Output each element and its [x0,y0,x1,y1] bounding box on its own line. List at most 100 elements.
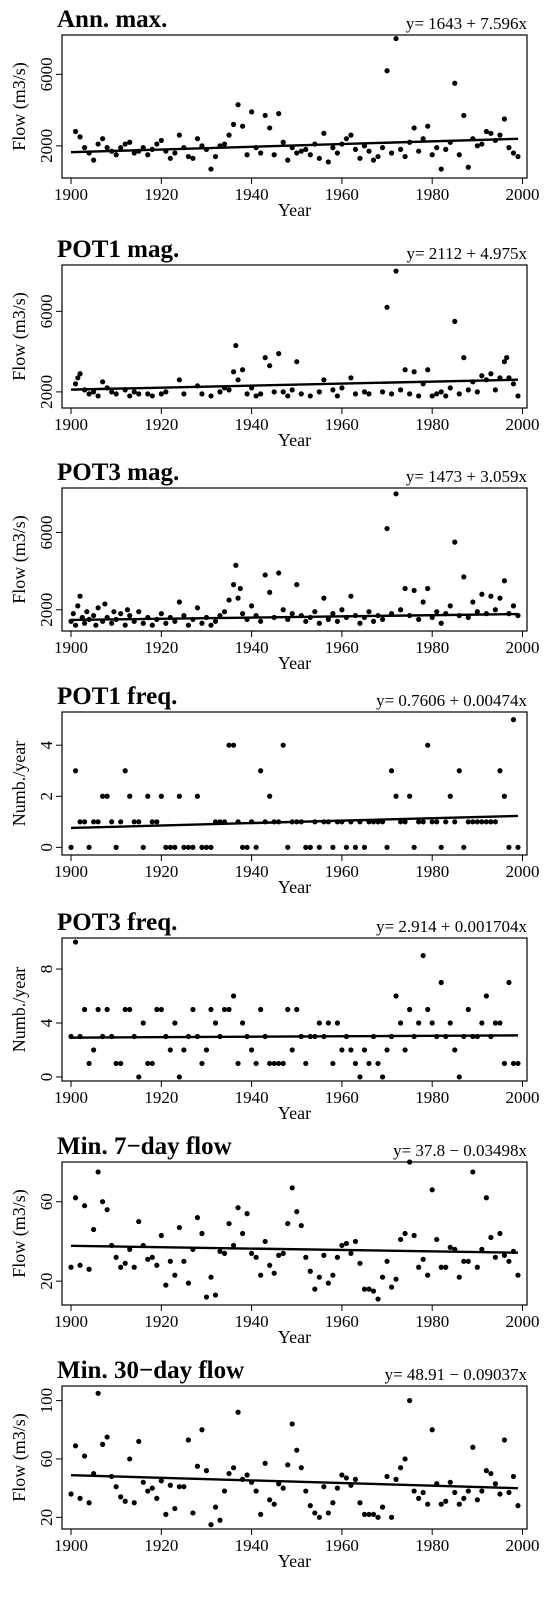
data-point [388,150,395,156]
data-point [334,1254,340,1260]
data-point [370,618,377,624]
data-point [407,1159,413,1165]
data-point [91,157,97,163]
data-point [361,1047,368,1053]
data-point [81,620,88,626]
chart-panel: POT3 freq. y= 2.914 + 0.001704x 1900 1920 19… [0,903,559,1133]
data-point [289,1047,295,1053]
plot-frame [61,711,528,856]
data-point [429,1427,435,1433]
x-tick-label: 1920 [144,862,178,881]
plot-frame [61,487,528,632]
data-point [348,375,354,381]
y-axis-label: Flow (m3/s) [9,515,30,604]
data-point [321,130,327,136]
data-point [84,609,90,615]
x-tick-label: 1960 [325,1088,359,1107]
data-point [402,1456,408,1462]
y-axis-label: Flow (m3/s) [9,1413,30,1502]
data-point [416,393,422,399]
data-point [357,155,363,161]
data-point [276,111,282,117]
x-tick-label: 1940 [235,1088,269,1107]
data-point [452,539,458,545]
data-point [176,132,182,138]
data-point [86,844,92,850]
data-point [235,102,241,108]
data-point [122,1006,128,1013]
data-point [294,1209,300,1215]
data-point [276,351,282,357]
data-point [208,1274,214,1280]
data-point [402,585,408,592]
data-point [388,1514,395,1520]
data-point [425,367,431,373]
data-point [271,1501,277,1507]
data-point [370,157,377,163]
data-point [312,609,318,615]
data-point [483,1468,489,1474]
data-point [483,819,489,825]
data-point [185,622,192,628]
trend-line [70,137,519,154]
trend-line [71,1034,518,1039]
data-point [434,145,440,151]
data-point [443,393,449,399]
y-tick-label: 4 [37,740,56,749]
data-point [470,819,476,825]
data-point [140,1479,146,1485]
data-point [203,844,210,850]
y-tick-label: 6000 [37,57,56,91]
data-point [172,618,178,624]
y-axis-label: Flow (m3/s) [9,62,30,151]
data-point [397,1020,404,1026]
data-point [176,377,182,383]
data-point [456,1074,462,1080]
trend-equation: y= 37.8 − 0.03498x [393,1141,527,1160]
data-point [352,146,359,152]
data-point [226,1006,232,1013]
data-point [474,1497,480,1503]
data-point [235,1205,241,1211]
data-point [366,391,372,397]
plot-frame [61,1161,528,1306]
data-point [316,1274,322,1280]
chart-svg: POT3 freq. y= 2.914 + 0.001704x 1900 1920 19… [9,909,539,1123]
data-point [167,1047,173,1053]
data-point [379,1274,386,1280]
data-point [181,1047,187,1053]
data-point [267,1060,273,1067]
data-point [203,1468,210,1474]
data-point [515,1060,521,1067]
data-point [447,1479,453,1485]
data-point [113,152,119,158]
data-point [122,1498,128,1504]
data-point [402,153,408,160]
data-point [267,589,273,595]
x-tick-label: 1900 [54,415,88,434]
data-point [140,844,146,850]
data-point [303,1060,309,1067]
data-point [239,367,246,373]
y-tick-label: 100 [37,1388,56,1414]
data-point [226,742,232,748]
data-point [149,1060,155,1067]
data-point [384,844,390,850]
data-point [488,1470,494,1477]
data-point [443,1264,449,1270]
data-point [438,166,444,172]
data-point [122,141,128,147]
data-point [221,1488,228,1494]
data-point [461,355,467,361]
data-point [81,819,88,825]
data-point [294,582,300,588]
data-point [307,1503,313,1509]
data-point [176,599,182,605]
data-point [352,391,359,397]
data-point [127,612,133,619]
y-tick-label: 6000 [37,294,56,328]
data-point [158,137,164,144]
data-point [416,1495,422,1501]
chart-title: POT1 mag. [57,236,179,263]
data-point [357,1074,363,1080]
